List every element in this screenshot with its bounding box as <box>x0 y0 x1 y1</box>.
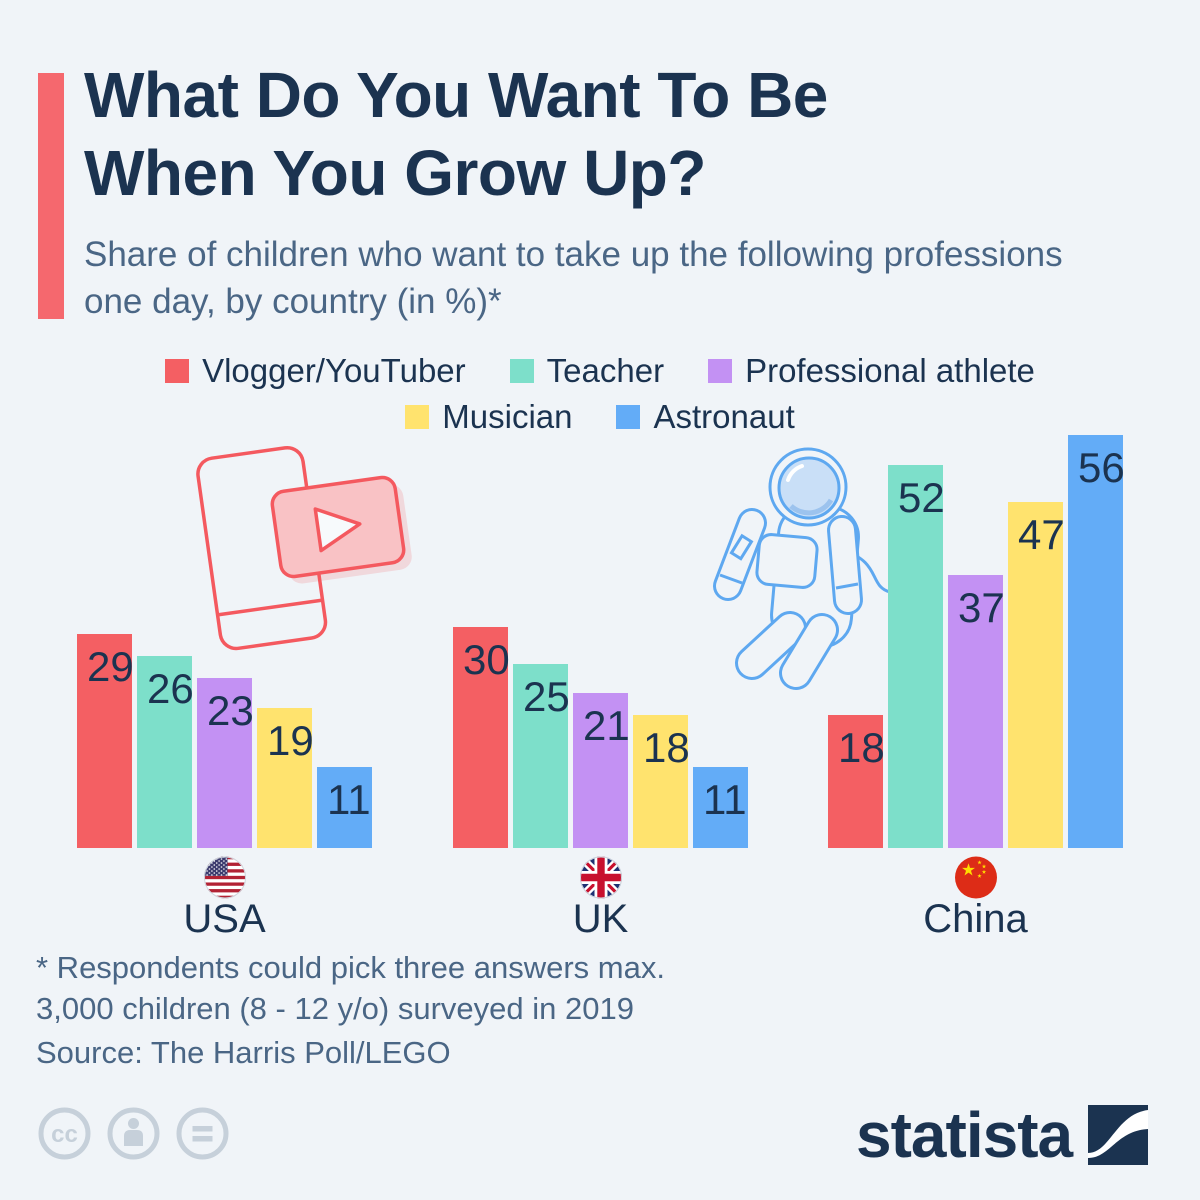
usa-flag-icon <box>203 856 246 899</box>
attribution-person-icon <box>107 1107 160 1160</box>
legend-row-1: Vlogger/YouTuber Teacher Professional athl… <box>165 352 1035 390</box>
legend-item-professional-athlete: Professional athlete <box>708 352 1035 390</box>
legend-label: Vlogger/YouTuber <box>202 352 466 389</box>
bar-china-professional-athlete: 37 <box>948 575 1005 848</box>
legend-row-2: Musician Astronaut <box>405 398 795 436</box>
legend-label: Teacher <box>546 352 665 389</box>
bar-china-astronaut: 56 <box>1068 435 1125 848</box>
bar-uk-astronaut: 11 <box>693 767 748 848</box>
bar-usa-astronaut: 11 <box>317 767 372 848</box>
legend-item-astronaut: Astronaut <box>616 398 795 436</box>
bar-usa-professional-athlete: 23 <box>197 678 254 848</box>
bar-value-label: 18 <box>838 724 885 771</box>
legend-item-vlogger-youtuber: Vlogger/YouTuber <box>165 352 466 390</box>
no-derivatives-icon <box>176 1107 229 1160</box>
bar-value-label: 21 <box>583 702 630 749</box>
bar-value-label: 37 <box>958 584 1005 631</box>
legend-swatch-professional-athlete <box>708 359 733 383</box>
legend-swatch-teacher <box>509 359 534 383</box>
bar-value-label: 11 <box>327 776 371 823</box>
bar-value-label: 25 <box>523 673 570 720</box>
page-title: What Do You Want To Be When You Grow Up? <box>84 59 828 210</box>
legend-item-teacher: Teacher <box>509 352 665 390</box>
bar-value-label: 18 <box>643 724 690 771</box>
legend-swatch-astronaut <box>616 405 641 429</box>
statista-branding: statista <box>856 1098 1149 1172</box>
bar-value-label: 56 <box>1078 444 1125 491</box>
bar-group-uk: 30 25 21 18 11 UK <box>453 400 748 960</box>
bar-usa-musician: 19 <box>257 708 314 848</box>
footnote-sample: 3,000 children (8 - 12 y/o) surveyed in … <box>36 991 634 1026</box>
bars-usa: 29 26 23 19 11 <box>77 400 372 848</box>
page-subtitle: Share of children who want to take up th… <box>84 235 1063 321</box>
bar-uk-musician: 18 <box>633 715 690 848</box>
bar-usa-vlogger-youtuber: 29 <box>77 634 134 848</box>
country-label-uk: UK <box>572 897 629 941</box>
statista-logo-mark <box>1088 1105 1149 1165</box>
bar-china-vlogger-youtuber: 18 <box>828 715 885 848</box>
bar-value-label: 19 <box>267 717 314 764</box>
bar-value-label: 47 <box>1018 511 1065 558</box>
legend-swatch-vlogger-youtuber <box>165 359 190 383</box>
china-flag-icon <box>954 856 997 899</box>
bar-uk-professional-athlete: 21 <box>573 693 630 848</box>
bar-value-label: 23 <box>207 687 254 734</box>
legend-label: Astronaut <box>653 398 795 435</box>
bar-value-label: 30 <box>463 636 510 683</box>
chart-legend: Vlogger/YouTuber Teacher Professional athl… <box>0 352 1200 436</box>
bar-value-label: 11 <box>703 776 747 823</box>
svg-text:cc: cc <box>51 1121 78 1148</box>
legend-label: Musician <box>442 398 573 435</box>
bar-value-label: 52 <box>898 474 945 521</box>
country-label-china: China <box>923 897 1028 941</box>
bar-uk-teacher: 25 <box>513 664 570 848</box>
legend-swatch-musician <box>405 405 430 429</box>
bars-china: 18 52 37 47 56 <box>828 400 1125 848</box>
bars-uk: 30 25 21 18 11 <box>453 400 748 848</box>
uk-flag-icon <box>579 856 622 899</box>
footnote-source: Source: The Harris Poll/LEGO <box>36 1035 451 1070</box>
bar-china-musician: 47 <box>1008 502 1065 848</box>
title-accent-bar <box>38 73 64 319</box>
bar-usa-teacher: 26 <box>137 656 194 848</box>
bar-value-label: 29 <box>87 643 134 690</box>
bar-china-teacher: 52 <box>888 465 945 848</box>
statista-logo-text: statista <box>856 1099 1073 1171</box>
license-icons: cc <box>38 1107 229 1160</box>
bar-group-usa: 29 26 23 19 11 <box>77 400 372 960</box>
bar-value-label: 26 <box>147 665 194 712</box>
youtube-phone-illustration <box>196 445 412 651</box>
cc-icon: cc <box>38 1107 91 1160</box>
astronaut-illustration <box>713 447 917 690</box>
legend-label: Professional athlete <box>745 352 1035 389</box>
country-label-usa: USA <box>183 897 266 941</box>
bar-uk-vlogger-youtuber: 30 <box>453 627 510 848</box>
footnote-respondents: * Respondents could pick three answers m… <box>36 950 665 985</box>
bar-group-china: 18 52 37 47 56 China <box>828 400 1125 960</box>
legend-item-musician: Musician <box>405 398 572 436</box>
